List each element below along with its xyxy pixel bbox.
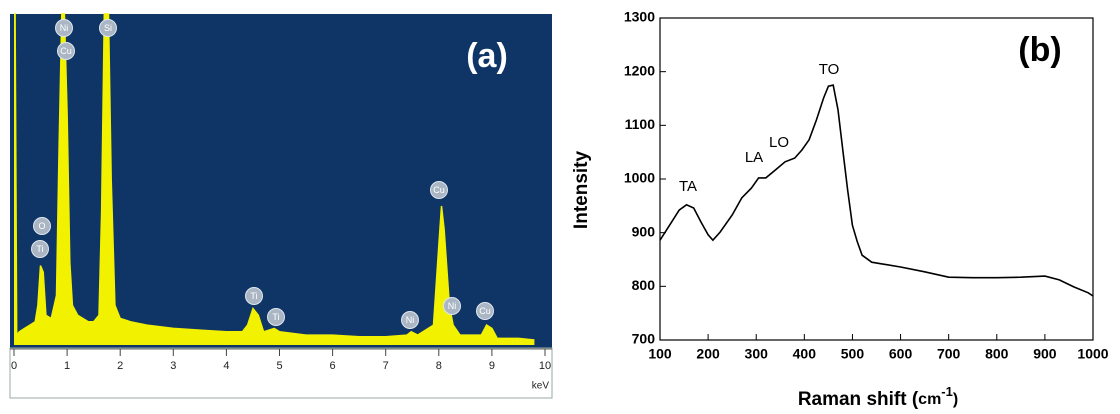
element-marker (33, 217, 51, 235)
spectrum-line (659, 84, 1094, 297)
element-label: Ti (250, 291, 257, 301)
x-tick-label: 2 (117, 360, 123, 372)
element-label: Ni (60, 23, 69, 33)
element-label: Cu (479, 306, 491, 316)
element-label: Ti (36, 244, 43, 254)
element-label: Cu (60, 46, 72, 56)
y-axis-label: Intensity (571, 151, 592, 230)
x-tick-label: 10 (539, 360, 551, 372)
element-marker (99, 19, 117, 37)
x-tick-label: 700 (937, 346, 961, 362)
element-label: Ni (406, 315, 415, 325)
x-tick-label: 8 (436, 360, 442, 372)
element-marker (55, 19, 73, 37)
peak-label: TA (679, 178, 697, 195)
x-tick-label: 800 (985, 346, 1009, 362)
x-tick-label: 400 (793, 346, 817, 362)
x-tick-label: 7 (383, 360, 389, 372)
x-tick-label: 6 (330, 360, 336, 372)
y-tick-label: 700 (632, 331, 656, 347)
x-tick-label: 0 (11, 360, 17, 372)
x-axis-label-part: -1 (941, 384, 953, 399)
panel-label: (b) (1018, 31, 1061, 69)
element-marker (430, 181, 448, 199)
element-marker (57, 42, 75, 60)
x-tick-label: 100 (648, 346, 672, 362)
y-tick-label: 1000 (624, 170, 655, 186)
element-marker (245, 287, 263, 305)
element-label: Si (104, 23, 112, 33)
x-axis-label-part: ) (953, 391, 958, 408)
panel-label: (a) (466, 37, 508, 75)
element-marker (401, 311, 419, 329)
x-axis-label: keV (532, 381, 550, 392)
element-label: O (38, 221, 45, 231)
y-tick-label: 1200 (624, 62, 655, 78)
x-axis-label-part: Raman shift ( (798, 389, 919, 410)
x-tick-label: 600 (889, 346, 913, 362)
element-marker (267, 308, 285, 326)
x-tick-label: 4 (223, 360, 229, 372)
spectrum-fill (14, 14, 535, 345)
x-tick-label: 1000 (1077, 346, 1108, 362)
y-tick-label: 900 (632, 223, 656, 239)
peak-label: LA (745, 149, 763, 166)
x-tick-label: 900 (1033, 346, 1057, 362)
y-tick-label: 1100 (625, 116, 656, 132)
element-label: Ti (272, 312, 279, 322)
peak-label: LO (769, 134, 789, 151)
element-label: Cu (433, 185, 445, 195)
axis-strip (9, 347, 553, 399)
x-tick-label: 5 (276, 360, 282, 372)
x-axis-label-part: cm (918, 391, 941, 408)
x-tick-label: 3 (170, 360, 176, 372)
x-tick-label: 300 (745, 346, 769, 362)
element-marker (476, 302, 494, 320)
element-marker (31, 240, 49, 258)
element-label: Ni (448, 301, 457, 311)
x-axis-label: Raman shift (cm-1) (798, 384, 958, 410)
x-tick-label: 9 (489, 360, 495, 372)
element-marker (443, 297, 461, 315)
x-tick-label: 500 (841, 346, 865, 362)
y-tick-label: 1300 (624, 9, 655, 25)
y-tick-label: 800 (632, 277, 656, 293)
spectrum-line (14, 13, 535, 341)
peak-label: TO (819, 61, 840, 78)
x-tick-label: 1 (64, 360, 70, 372)
x-tick-label: 200 (696, 346, 720, 362)
